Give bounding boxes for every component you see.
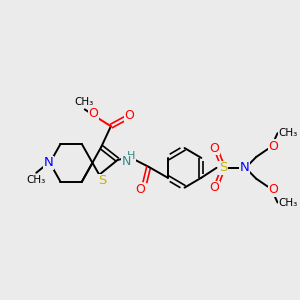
Text: O: O <box>124 109 134 122</box>
Text: O: O <box>269 183 279 196</box>
Text: CH₃: CH₃ <box>279 128 298 138</box>
Text: O: O <box>210 181 220 194</box>
Text: O: O <box>135 183 145 196</box>
Text: N: N <box>44 156 54 170</box>
Text: N: N <box>240 161 250 174</box>
Text: N: N <box>122 155 131 168</box>
Text: O: O <box>269 140 279 152</box>
Text: O: O <box>88 107 98 120</box>
Text: O: O <box>210 142 220 154</box>
Text: CH₃: CH₃ <box>27 175 46 185</box>
Text: H: H <box>127 151 135 161</box>
Text: S: S <box>98 174 106 187</box>
Text: CH₃: CH₃ <box>279 197 298 208</box>
Text: S: S <box>219 161 227 174</box>
Text: CH₃: CH₃ <box>74 98 93 107</box>
